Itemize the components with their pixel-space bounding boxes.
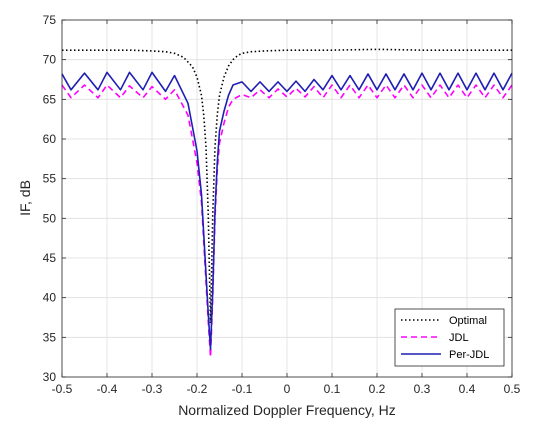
legend-label-jdl: JDL bbox=[449, 332, 469, 344]
y-tick-label: 70 bbox=[43, 53, 57, 67]
y-tick-label: 60 bbox=[43, 132, 57, 146]
y-tick-label: 55 bbox=[43, 172, 57, 186]
legend: Optimal JDL Per-JDL bbox=[394, 308, 505, 367]
x-tick-label: 0.4 bbox=[459, 382, 476, 396]
x-tick-label: -0.4 bbox=[97, 382, 118, 396]
x-axis-label: Normalized Doppler Frequency, Hz bbox=[178, 402, 396, 418]
series-layer bbox=[61, 48, 513, 358]
y-tick-label: 65 bbox=[43, 92, 57, 106]
y-tick-label: 75 bbox=[43, 13, 57, 27]
series-line-optimal bbox=[62, 48, 512, 324]
x-tick-label: -0.2 bbox=[187, 382, 208, 396]
x-tick-label: -0.1 bbox=[232, 382, 253, 396]
series-line-per-jdl bbox=[61, 71, 513, 351]
x-tick-label: 0 bbox=[284, 382, 291, 396]
x-tick-label: 0.1 bbox=[324, 382, 341, 396]
y-tick-label: 40 bbox=[43, 291, 57, 305]
series-line-jdl bbox=[61, 84, 513, 358]
y-tick-label: 30 bbox=[43, 370, 57, 384]
x-tick-label: -0.5 bbox=[52, 382, 73, 396]
x-tick-label: 0.3 bbox=[414, 382, 431, 396]
legend-label-optimal: Optimal bbox=[449, 315, 487, 327]
y-tick-label: 45 bbox=[43, 251, 57, 265]
x-tick-label: 0.2 bbox=[369, 382, 386, 396]
y-axis-label: IF, dB bbox=[17, 180, 33, 216]
y-tick-label: 50 bbox=[43, 211, 57, 225]
legend-label-per-jdl: Per-JDL bbox=[449, 349, 489, 361]
ticks: -0.5 -0.4 -0.3 -0.2 -0.1 0 0.1 0.2 0.3 0.4 0.5 30 35… bbox=[43, 13, 521, 396]
y-tick-label: 35 bbox=[43, 330, 57, 344]
x-tick-label: -0.3 bbox=[142, 382, 163, 396]
x-tick-label: 0.5 bbox=[504, 382, 521, 396]
